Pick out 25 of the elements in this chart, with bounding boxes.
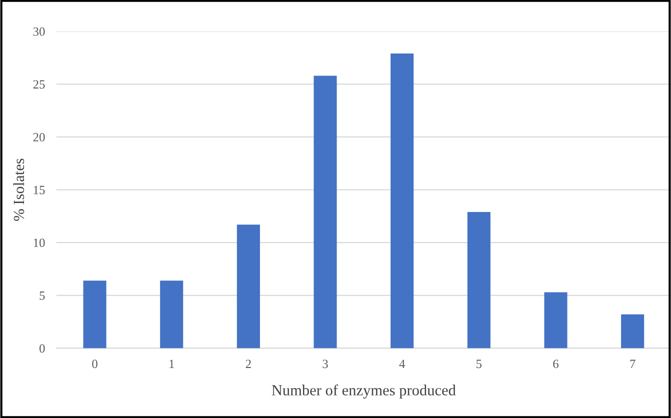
bar: [544, 292, 568, 348]
x-tick-label: 5: [476, 360, 482, 368]
bar: [467, 212, 490, 348]
x-tick-label: 1: [170, 360, 174, 368]
x-tick-label: 2: [246, 360, 251, 368]
y-tick-label: 10: [34, 238, 45, 248]
y-axis-title: % Isolates: [13, 158, 24, 221]
y-tick-label: 20: [33, 132, 45, 142]
x-axis-title: Number of enzymes produced: [272, 384, 456, 399]
bar: [83, 280, 106, 348]
bar: [390, 54, 414, 348]
bar: [236, 224, 260, 348]
x-tick-label: 3: [322, 360, 328, 368]
x-tick-label: 0: [92, 360, 98, 368]
bar: [314, 76, 337, 348]
y-tick-label: 25: [33, 80, 45, 89]
x-tick-label: 4: [399, 360, 406, 368]
x-tick-label: 6: [553, 360, 559, 368]
bar: [160, 280, 184, 348]
x-tick-label: 7: [630, 360, 636, 368]
y-tick-label: 15: [34, 186, 45, 194]
y-tick-label: 5: [40, 292, 45, 300]
y-tick-label: 30: [33, 27, 45, 36]
y-tick-label: 0: [39, 344, 45, 353]
bar: [621, 314, 644, 348]
